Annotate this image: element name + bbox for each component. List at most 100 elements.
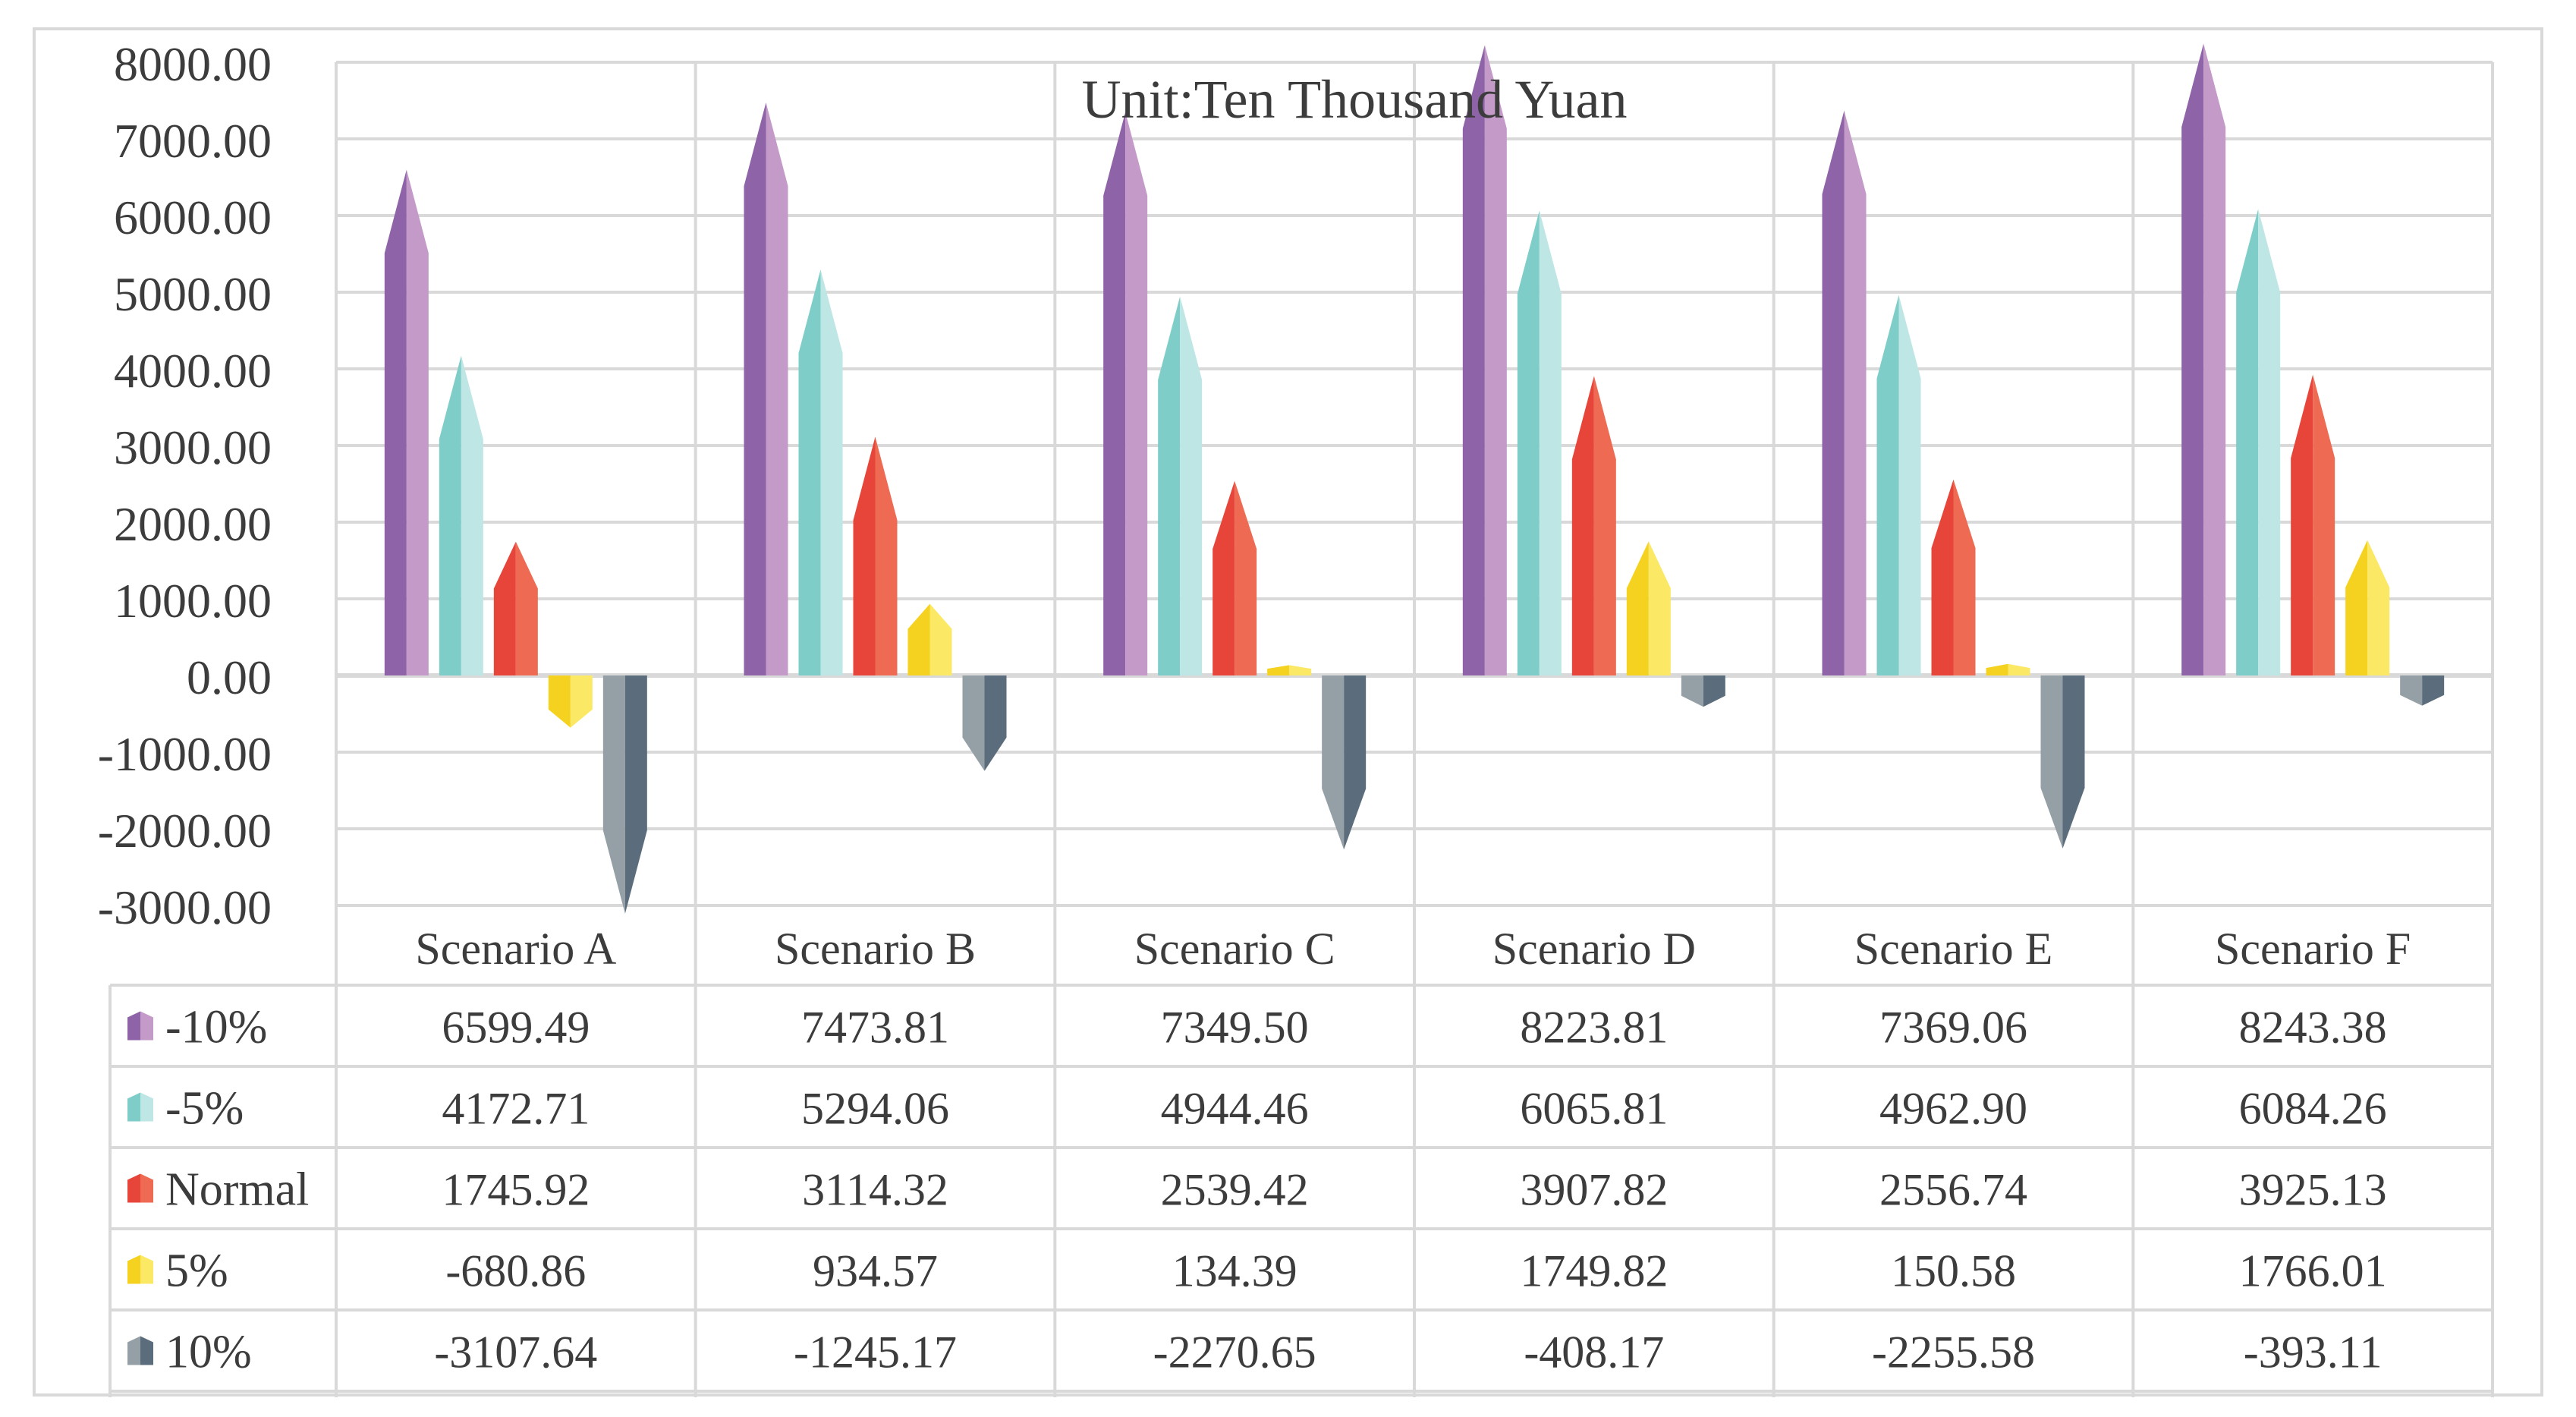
bar <box>384 169 407 675</box>
data-table: Scenario A Scenario B Scenario C Scenario D… <box>109 924 2493 1397</box>
table-value: 150.58 <box>1891 1246 2016 1296</box>
bar <box>1158 296 1181 675</box>
bar <box>2345 540 2368 675</box>
bar <box>1626 541 1649 675</box>
bar <box>1898 294 1921 675</box>
legend-swatch <box>127 1011 140 1041</box>
y-tick-label: 7000.00 <box>114 114 272 168</box>
table-value: -3107.64 <box>434 1327 597 1378</box>
x-tick-label: Scenario E <box>1854 924 2053 974</box>
x-tick-label: Scenario A <box>415 924 616 974</box>
bar <box>1571 376 1594 675</box>
table-value: -680.86 <box>445 1246 586 1296</box>
bar <box>875 436 898 675</box>
bar <box>1648 541 1671 675</box>
bar <box>1462 45 1485 675</box>
table-value: 7349.50 <box>1161 1003 1309 1053</box>
chart-border <box>33 27 2543 1397</box>
y-axis: 8000.00 7000.00 6000.00 5000.00 4000.00 3000.… <box>98 37 272 934</box>
bar <box>1125 112 1148 675</box>
bar <box>798 269 821 675</box>
y-tick-label: 5000.00 <box>114 267 272 321</box>
bar <box>2181 43 2204 675</box>
bar <box>1213 480 1235 675</box>
y-tick-label: 8000.00 <box>114 37 272 91</box>
legend-swatch <box>140 1255 153 1284</box>
bar <box>2313 374 2335 675</box>
legend-swatch <box>140 1092 153 1122</box>
table-value: -1245.17 <box>794 1327 957 1378</box>
bar <box>515 541 538 675</box>
bar <box>570 675 593 728</box>
bar <box>1103 112 1126 675</box>
table-value: 6599.49 <box>442 1003 590 1053</box>
x-tick-label: Scenario D <box>1492 924 1696 974</box>
bar <box>1953 479 1976 675</box>
y-tick-label: 4000.00 <box>114 344 272 398</box>
legend-swatch <box>140 1011 153 1041</box>
y-tick-label: 3000.00 <box>114 420 272 474</box>
y-tick-label: 6000.00 <box>114 191 272 244</box>
legend-label: Normal <box>165 1164 309 1216</box>
bar <box>929 603 952 675</box>
y-tick-label: 1000.00 <box>114 574 272 628</box>
bar <box>2291 374 2313 675</box>
table-value: 2556.74 <box>1879 1165 2027 1215</box>
table-value: 3114.32 <box>802 1165 948 1215</box>
table-value: -2270.65 <box>1153 1327 1316 1378</box>
table-value: 6084.26 <box>2239 1084 2387 1134</box>
bar <box>1484 45 1507 675</box>
legend-label: -5% <box>165 1083 244 1135</box>
bar <box>1344 675 1367 850</box>
bar <box>2203 43 2226 675</box>
table-value: 4962.90 <box>1879 1084 2027 1134</box>
table-value: 8243.38 <box>2239 1003 2387 1053</box>
bar <box>1986 663 2008 675</box>
bar <box>2008 663 2030 675</box>
bar <box>406 169 429 675</box>
table-value: 1745.92 <box>442 1165 590 1215</box>
table-value: 134.39 <box>1172 1246 1297 1296</box>
legend-swatch <box>140 1173 153 1203</box>
legend-swatch <box>127 1092 140 1122</box>
table-value: -2255.58 <box>1872 1327 2035 1378</box>
bars <box>384 43 2445 914</box>
bar <box>1235 480 1257 675</box>
table-value: 934.57 <box>813 1246 938 1296</box>
legend-label: 5% <box>165 1245 228 1297</box>
bar <box>2400 675 2423 706</box>
table-value: 3925.13 <box>2239 1165 2387 1215</box>
bar <box>1517 210 1540 676</box>
bar <box>2367 540 2390 675</box>
bar <box>624 675 647 914</box>
bar <box>1593 376 1616 675</box>
table-value: -393.11 <box>2244 1327 2383 1378</box>
bar <box>2236 209 2259 675</box>
y-tick-label: -3000.00 <box>98 880 272 934</box>
table-value: 4172.71 <box>442 1084 590 1134</box>
bar <box>984 675 1007 771</box>
x-tick-label: Scenario F <box>2215 924 2411 974</box>
bar <box>907 603 930 675</box>
bar <box>1822 110 1845 675</box>
bar <box>1539 210 1562 676</box>
bar <box>1322 675 1345 850</box>
table-value: 1749.82 <box>1520 1246 1668 1296</box>
bar <box>2062 675 2085 849</box>
bar <box>2258 209 2281 675</box>
bar <box>1876 294 1899 675</box>
bar <box>1180 296 1203 675</box>
bar <box>548 675 571 728</box>
bar <box>439 355 461 675</box>
bar <box>602 675 625 914</box>
table-value: 5294.06 <box>801 1084 949 1134</box>
legend-swatch <box>127 1255 140 1284</box>
bar <box>744 102 766 675</box>
bar <box>2040 675 2063 849</box>
legend-swatch <box>127 1336 140 1365</box>
bar <box>853 436 876 675</box>
bar <box>461 355 483 675</box>
table-value: 2539.42 <box>1161 1165 1309 1215</box>
y-tick-label: -2000.00 <box>98 804 272 858</box>
x-tick-label: Scenario B <box>775 924 976 974</box>
